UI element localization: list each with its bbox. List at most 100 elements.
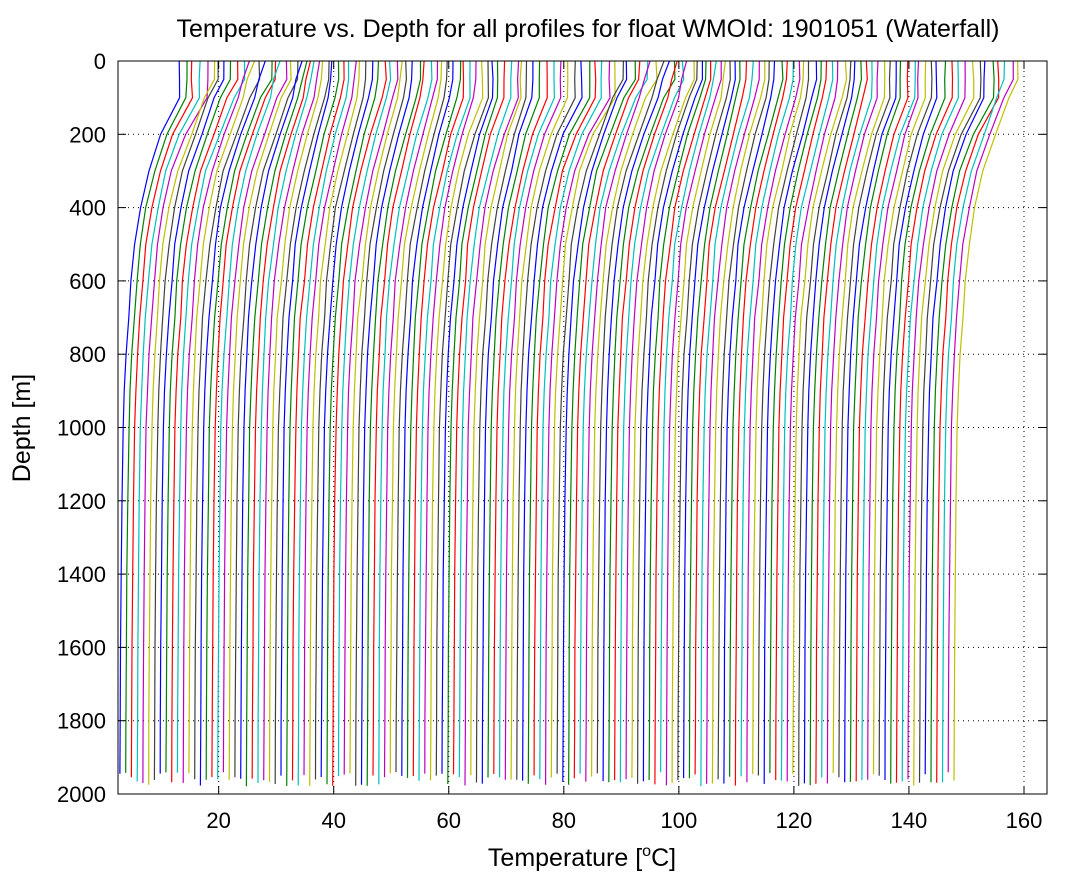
profile-line (228, 60, 292, 780)
profile-line (706, 60, 760, 784)
profile-line (884, 60, 938, 781)
profile-line (389, 60, 443, 774)
y-tick-label: 800 (69, 342, 106, 367)
profile-line (360, 60, 413, 785)
x-tick-labels: 20 40 60 80 100 120 140 160 (206, 808, 1042, 833)
profile-line (475, 60, 528, 783)
profile-line (343, 60, 399, 775)
profile-line (826, 60, 879, 784)
profile-line (757, 61, 810, 776)
profile-line (930, 60, 995, 783)
profile-line (332, 60, 387, 786)
profile-line (740, 60, 794, 777)
profile-line (550, 60, 616, 778)
profile-line (844, 61, 897, 783)
profile-line (953, 60, 1019, 781)
profile-line (556, 60, 624, 774)
profile-line (625, 60, 688, 780)
profile-line (130, 60, 194, 778)
profile-line (562, 60, 628, 782)
profile-line (792, 60, 848, 774)
profile-line (274, 60, 330, 785)
profile-line (188, 60, 256, 773)
profile-line (263, 60, 321, 781)
ticks-layer (118, 60, 1047, 795)
profile-line (803, 60, 856, 784)
profile-line (849, 60, 902, 782)
profile-line (878, 60, 933, 776)
profile-line (493, 60, 548, 774)
y-tick-label: 1200 (57, 489, 106, 514)
profile-line (723, 60, 776, 784)
profile-line (752, 60, 805, 775)
profile-line (786, 60, 839, 782)
profile-line (700, 60, 754, 787)
profile-line (585, 60, 651, 782)
profile-line (763, 60, 818, 784)
profile-line (614, 60, 678, 781)
y-tick-label: 600 (69, 269, 106, 294)
profile-line (464, 60, 520, 786)
profile-line (401, 60, 454, 776)
profile-line (648, 60, 707, 781)
profile-line (510, 60, 569, 780)
profile-line (240, 60, 303, 779)
profile-line (337, 60, 392, 777)
profile-line (234, 60, 299, 778)
x-axis-label: Temperature [oC] (488, 843, 676, 872)
profile-line (470, 60, 523, 776)
profile-line (222, 60, 288, 773)
profile-line (435, 60, 490, 776)
profile-line (665, 61, 722, 786)
profile-line (780, 60, 834, 781)
profile-line (314, 60, 367, 780)
profile-line (861, 60, 916, 781)
profile-line (153, 61, 219, 780)
profile-line (217, 60, 281, 780)
profile-line (671, 60, 726, 784)
profile-line (872, 60, 927, 775)
profile-line (516, 60, 576, 780)
profile-line (142, 60, 209, 784)
profile-line (717, 60, 770, 780)
profile-line (924, 60, 986, 775)
profile-line (286, 60, 340, 787)
profile-line (245, 60, 308, 787)
profile-line (176, 60, 246, 773)
profile-line (412, 60, 465, 777)
profile-line (619, 60, 685, 783)
profile-line (291, 60, 345, 781)
profile-line (447, 60, 499, 785)
y-tick-label: 0 (94, 49, 106, 74)
profile-line (890, 60, 947, 784)
profile-line (309, 60, 360, 786)
y-tick-label: 1400 (57, 562, 106, 587)
profile-line (579, 60, 649, 774)
profiles-layer (119, 60, 1019, 787)
profile-line (257, 60, 315, 784)
profile-line (573, 60, 641, 779)
profile-line (378, 60, 433, 785)
profile-line (855, 60, 909, 782)
profile-line (683, 60, 736, 779)
y-tick-label: 1600 (57, 635, 106, 660)
profile-line (125, 61, 188, 773)
profile-line (907, 60, 966, 780)
profile-line (913, 60, 975, 786)
profile-line (487, 60, 541, 778)
y-tick-label: 1800 (57, 709, 106, 734)
profile-line (148, 60, 216, 785)
profile-line (539, 60, 603, 780)
profile-line (452, 60, 506, 775)
profile-line (366, 61, 422, 786)
profile-line (119, 60, 181, 774)
profile-line (355, 60, 408, 786)
profile-line (677, 60, 731, 781)
profile-line (211, 60, 277, 778)
profile-line (395, 60, 448, 773)
profile-line (631, 60, 695, 778)
profile-line (522, 60, 583, 781)
profile-line (660, 60, 717, 773)
profile-line (734, 60, 788, 786)
profile-line (182, 60, 250, 783)
